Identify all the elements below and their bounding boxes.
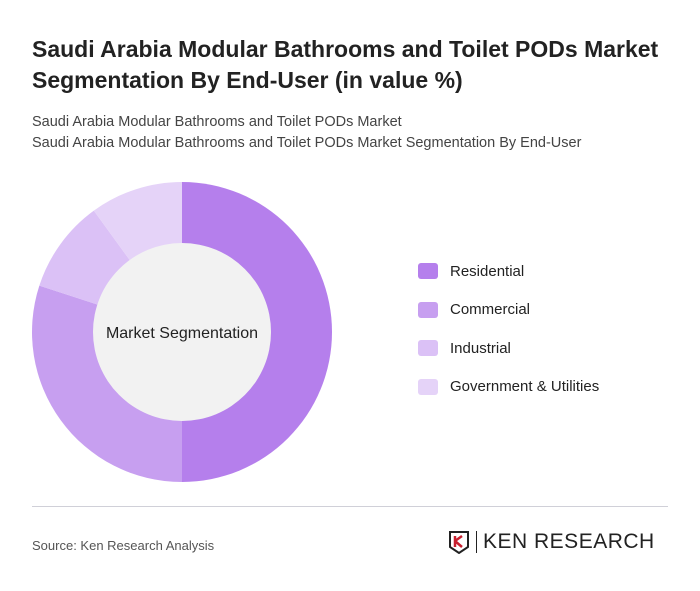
legend-swatch	[418, 301, 438, 318]
chart-title: Saudi Arabia Modular Bathrooms and Toile…	[32, 36, 659, 93]
logo-icon	[449, 531, 469, 554]
legend-item: Residential	[418, 252, 599, 291]
subtitle-2: Saudi Arabia Modular Bathrooms and Toile…	[32, 135, 582, 151]
legend-swatch	[418, 378, 438, 395]
legend-label: Residential	[450, 262, 525, 280]
donut-chart: Market Segmentation	[31, 182, 332, 482]
subtitle: Saudi Arabia Modular Bathrooms and Toile…	[32, 114, 402, 130]
center-label: Market Segmentation	[106, 325, 258, 342]
legend-item: Government & Utilities	[418, 368, 599, 407]
source: Source: Ken Research Analysis	[32, 538, 215, 553]
legend-label: Government & Utilities	[450, 378, 600, 396]
ken-research-logo: KEN RESEARCH	[448, 530, 655, 554]
legend-swatch	[418, 263, 438, 280]
legend-label: Industrial	[450, 339, 511, 357]
legend-item: Industrial	[418, 329, 599, 368]
legend-label: Commercial	[450, 301, 531, 319]
legend-swatch	[418, 340, 438, 357]
donut-hole	[93, 243, 271, 421]
logo-text: KEN RESEARCH	[483, 530, 655, 553]
legend: Residential Commercial Industrial Governmen…	[418, 263, 599, 418]
divider	[32, 506, 668, 507]
legend-item: Commercial	[418, 291, 599, 330]
